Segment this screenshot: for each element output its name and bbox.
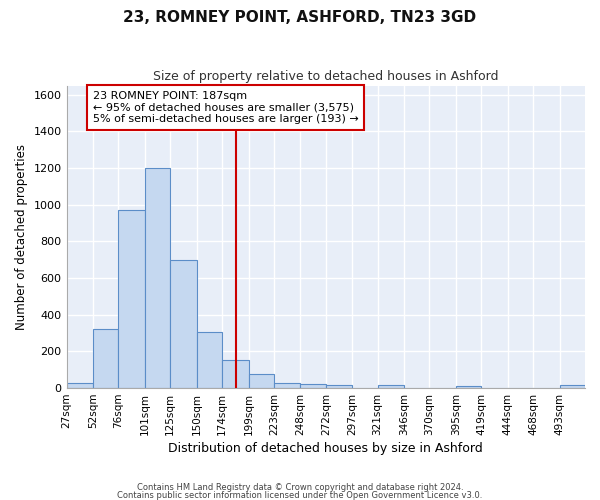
Text: Contains HM Land Registry data © Crown copyright and database right 2024.: Contains HM Land Registry data © Crown c… [137, 484, 463, 492]
Bar [560, 386, 585, 388]
Bar [222, 360, 248, 388]
Bar [197, 332, 222, 388]
Bar [67, 382, 93, 388]
Text: 23 ROMNEY POINT: 187sqm
← 95% of detached houses are smaller (3,575)
5% of semi-: 23 ROMNEY POINT: 187sqm ← 95% of detache… [93, 91, 359, 124]
Bar [456, 386, 481, 388]
Bar [145, 168, 170, 388]
Y-axis label: Number of detached properties: Number of detached properties [15, 144, 28, 330]
Text: 23, ROMNEY POINT, ASHFORD, TN23 3GD: 23, ROMNEY POINT, ASHFORD, TN23 3GD [124, 10, 476, 25]
Bar [274, 382, 301, 388]
X-axis label: Distribution of detached houses by size in Ashford: Distribution of detached houses by size … [169, 442, 483, 455]
Bar [170, 260, 197, 388]
Bar [118, 210, 145, 388]
Bar [326, 386, 352, 388]
Title: Size of property relative to detached houses in Ashford: Size of property relative to detached ho… [153, 70, 499, 83]
Bar [248, 374, 274, 388]
Bar [301, 384, 326, 388]
Bar [93, 330, 118, 388]
Bar [377, 386, 404, 388]
Text: Contains public sector information licensed under the Open Government Licence v3: Contains public sector information licen… [118, 491, 482, 500]
